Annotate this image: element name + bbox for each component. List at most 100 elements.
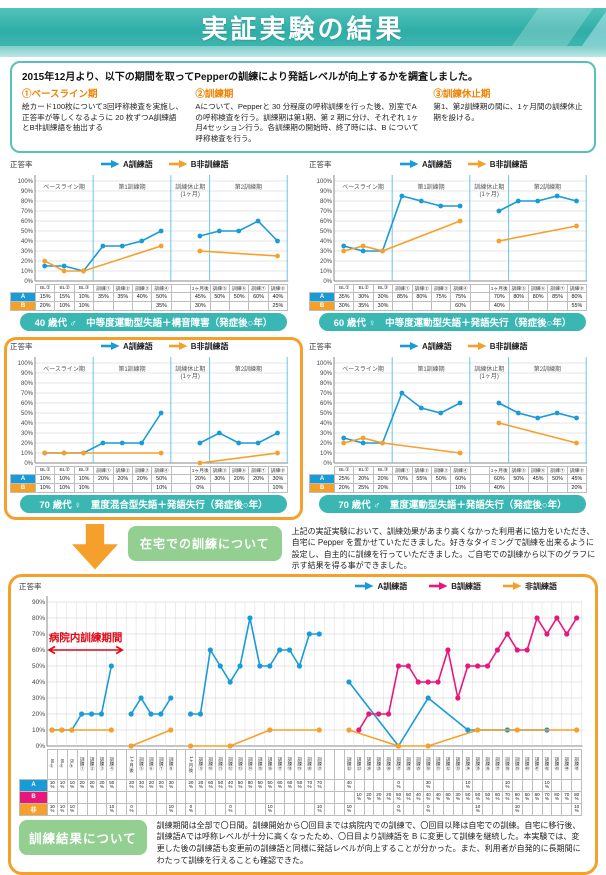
svg-text:第2訓練期: 第2訓練期 bbox=[534, 365, 561, 373]
chart-data-table: BL① BL② BL③ 訓練① 訓練② 訓練③ 訓練④ 1ヶ月後 訓練⑤ 訓練⑥ 訓練⑦ 訓練⑧ A 25… bbox=[309, 465, 588, 493]
table-series-row: B 20% 10% 10% 35% 30% 25% bbox=[10, 300, 289, 311]
svg-text:30%: 30% bbox=[32, 695, 45, 702]
chart-70s-male: 正答率 A訓練語 B非訓練語 0% 10% 20% 30% 40% 50% 60% 70% 80% 90… bbox=[303, 337, 602, 520]
svg-text:20%: 20% bbox=[21, 259, 34, 265]
svg-text:90%: 90% bbox=[21, 371, 34, 377]
intro-box: 2015年12月より、以下の期間を取ってPepperの訓練により発話レベルが向上… bbox=[10, 61, 596, 153]
legend-item: B訓練語 bbox=[429, 581, 481, 592]
svg-text:30%: 30% bbox=[21, 249, 34, 255]
svg-text:(1ヶ月): (1ヶ月) bbox=[480, 191, 499, 198]
y-axis-title: 正答率 bbox=[309, 159, 332, 169]
svg-text:病院内訓練期間: 病院内訓練期間 bbox=[49, 631, 123, 644]
legend-marker-icon bbox=[467, 342, 487, 350]
page-header: 実証実験の結果 bbox=[0, 8, 606, 46]
svg-text:20%: 20% bbox=[32, 711, 45, 718]
legend-marker-icon bbox=[355, 582, 374, 591]
home-training-heading: 在宅での訓練について bbox=[128, 525, 282, 561]
chart-legend: A訓練語 B非訓練語 bbox=[100, 159, 229, 170]
chart-70s-male-title: 70 歳代 ♂ 重度運動型失語＋発語失行（発症後○年） bbox=[319, 494, 586, 513]
result-heading: 訓練結果について bbox=[19, 819, 147, 855]
intro-section-training: ②訓練期 Aについて、Pepperと 30 分程度の呼称訓練を行った後、別室でA… bbox=[195, 86, 421, 145]
svg-text:(1ヶ月): (1ヶ月) bbox=[181, 191, 200, 198]
table-series-row: B 20% 25% 20% 10% 40% 20% bbox=[309, 482, 588, 493]
intro-section-rest: ③訓練休止期 第1、第2訓練期の間に、1ヶ月間の訓練休止期を設ける。 bbox=[433, 86, 584, 145]
table-category-row: BL① BL② BL③ 訓練① 訓練② 訓練③ 訓練④ 1ヶ月後 訓練⑤ 訓練⑥ 訓練⑦ 訓練⑧ bbox=[310, 283, 588, 293]
home-training-section: 在宅での訓練について 上記の実証実験において、訓練効果があまり高くなかった利用者… bbox=[10, 523, 596, 572]
legend-item: B非訓練語 bbox=[168, 159, 229, 170]
chart-data-table: BL① BL② BL③ 訓練① 訓練② 訓練③ 訓練④ 1ヶ月後 訓練⑤ 訓練⑥ 訓練⑦ 訓練⑧ A 15… bbox=[10, 283, 289, 311]
legend-marker-icon bbox=[429, 582, 448, 591]
svg-text:10%: 10% bbox=[21, 451, 34, 457]
chart-legend: A訓練語 B非訓練語 bbox=[399, 341, 528, 352]
legend-item: A訓練語 bbox=[399, 341, 452, 352]
svg-text:70%: 70% bbox=[21, 209, 34, 215]
legend-marker-icon bbox=[467, 160, 487, 168]
svg-text:第2訓練期: 第2訓練期 bbox=[235, 183, 262, 191]
svg-text:70%: 70% bbox=[21, 391, 34, 397]
chart-legend-row: 正答率 A訓練語 B非訓練語 bbox=[10, 341, 297, 352]
legend-marker-icon bbox=[399, 160, 419, 168]
table-series-row: A 15% 15% 10% 35% 35% 40% 50% 45% 50% 50% 60% 40% bbox=[10, 291, 289, 302]
intro-section-training-heading: ②訓練期 bbox=[195, 89, 234, 100]
table-series-row: A 10% 10% 10% 20% 20% 20% 50% 20% 30% 20% 20% 30% 20%… bbox=[19, 778, 583, 792]
table-series-row: B 10% 10% 10% 10% 0% 10% bbox=[10, 482, 289, 493]
svg-text:50%: 50% bbox=[21, 229, 34, 235]
intro-section-baseline: ①ベースライン期 絵カード100枚について3回呼称検査を実施し、正答率が等しくな… bbox=[22, 86, 183, 145]
svg-text:90%: 90% bbox=[320, 371, 333, 377]
svg-text:100%: 100% bbox=[18, 179, 34, 185]
chart-70s-female-title: 70 歳代 ♀ 重度混合型失語＋発語失行（発症後○年） bbox=[20, 494, 287, 513]
chart-legend: A訓練語 B訓練語 非訓練語 bbox=[355, 581, 557, 592]
svg-text:0%: 0% bbox=[323, 461, 332, 466]
chart-60s-female-title: 60 歳代 ♀ 中等度運動型失語＋発語失行（発症後○年） bbox=[319, 312, 586, 331]
svg-text:60%: 60% bbox=[21, 401, 34, 407]
svg-text:(1ヶ月): (1ヶ月) bbox=[480, 373, 499, 380]
y-axis-title: 正答率 bbox=[10, 341, 33, 351]
svg-text:ベースライン期: ベースライン期 bbox=[43, 183, 85, 191]
svg-text:80%: 80% bbox=[320, 199, 333, 205]
svg-text:90%: 90% bbox=[32, 599, 45, 606]
svg-text:0%: 0% bbox=[323, 279, 332, 284]
svg-text:第2訓練期: 第2訓練期 bbox=[235, 365, 262, 373]
svg-text:訓練休止期: 訓練休止期 bbox=[175, 365, 205, 373]
svg-text:ベースライン期: ベースライン期 bbox=[342, 365, 384, 373]
svg-text:第1訓練期: 第1訓練期 bbox=[118, 365, 145, 373]
svg-text:第1訓練期: 第1訓練期 bbox=[118, 183, 145, 191]
chart-legend-row: 正答率 A訓練語 B非訓練語 bbox=[309, 159, 596, 170]
svg-text:0%: 0% bbox=[36, 743, 46, 749]
svg-text:第2訓練期: 第2訓練期 bbox=[534, 183, 561, 191]
table-category-row: BL① BL② BL③ 訓練① 訓練② 訓練③ 訓練④ 1ヶ月後 訓練⑤ 訓練⑥ 訓練⑦ 訓練⑧ bbox=[11, 465, 289, 475]
svg-text:40%: 40% bbox=[320, 239, 333, 245]
chart-data-table: BL① BL② BL③ 訓練① 訓練② 訓練③ 訓練④ 1ヶ月後 訓練⑤ 訓練⑥ 訓練⑦ 訓練⑧ 1ヶ月… bbox=[19, 748, 583, 816]
svg-text:100%: 100% bbox=[317, 179, 333, 185]
chart-legend: A訓練語 B非訓練語 bbox=[399, 159, 528, 170]
svg-text:訓練休止期: 訓練休止期 bbox=[474, 183, 504, 191]
line-chart: 0% 10% 20% 30% 40% 50% 60% 70% 80% 90% 100% ベースライン期… bbox=[18, 174, 289, 284]
line-chart: 0% 10% 20% 30% 40% 50% 60% 70% 80% 90% 100% ベースライン期… bbox=[317, 174, 588, 284]
legend-item: B非訓練語 bbox=[467, 341, 528, 352]
chart-data-table: BL① BL② BL③ 訓練① 訓練② 訓練③ 訓練④ 1ヶ月後 訓練⑤ 訓練⑥ 訓練⑦ 訓練⑧ A 10… bbox=[10, 465, 289, 493]
chart-70s-female: 正答率 A訓練語 B非訓練語 0% 10% 20% 30% 40% 50% 60% 70% 80% 90… bbox=[4, 336, 303, 520]
chart-legend-row: 正答率 A訓練語 B非訓練語 bbox=[10, 159, 297, 170]
svg-text:40%: 40% bbox=[320, 421, 333, 427]
chart-legend: A訓練語 B非訓練語 bbox=[100, 341, 229, 352]
svg-text:80%: 80% bbox=[32, 615, 45, 622]
svg-text:30%: 30% bbox=[21, 431, 34, 437]
svg-text:第1訓練期: 第1訓練期 bbox=[417, 365, 444, 373]
svg-text:80%: 80% bbox=[21, 199, 34, 205]
svg-text:70%: 70% bbox=[320, 391, 333, 397]
charts-grid: 正答率 A訓練語 B非訓練語 0% 10% 20% 30% 40% 50% 60% 70% 80% 90… bbox=[4, 155, 602, 520]
page-title: 実証実験の結果 bbox=[201, 13, 405, 44]
svg-text:100%: 100% bbox=[18, 361, 34, 367]
banner-substrip bbox=[0, 46, 606, 57]
svg-text:ベースライン期: ベースライン期 bbox=[342, 183, 384, 191]
svg-text:60%: 60% bbox=[320, 401, 333, 407]
legend-item: B非訓練語 bbox=[168, 341, 229, 352]
intro-section-rest-heading: ③訓練休止期 bbox=[433, 89, 491, 100]
svg-text:訓練休止期: 訓練休止期 bbox=[175, 183, 205, 191]
svg-text:50%: 50% bbox=[21, 411, 34, 417]
down-arrow-icon bbox=[72, 523, 118, 570]
table-category-row: BL① BL② BL③ 訓練① 訓練② 訓練③ 訓練④ 1ヶ月後 訓練⑤ 訓練⑥ 訓練⑦ 訓練⑧ 1ヶ月… bbox=[20, 748, 583, 780]
svg-text:訓練休止期: 訓練休止期 bbox=[474, 365, 504, 373]
svg-text:0%: 0% bbox=[24, 279, 33, 284]
svg-text:0%: 0% bbox=[24, 461, 33, 466]
